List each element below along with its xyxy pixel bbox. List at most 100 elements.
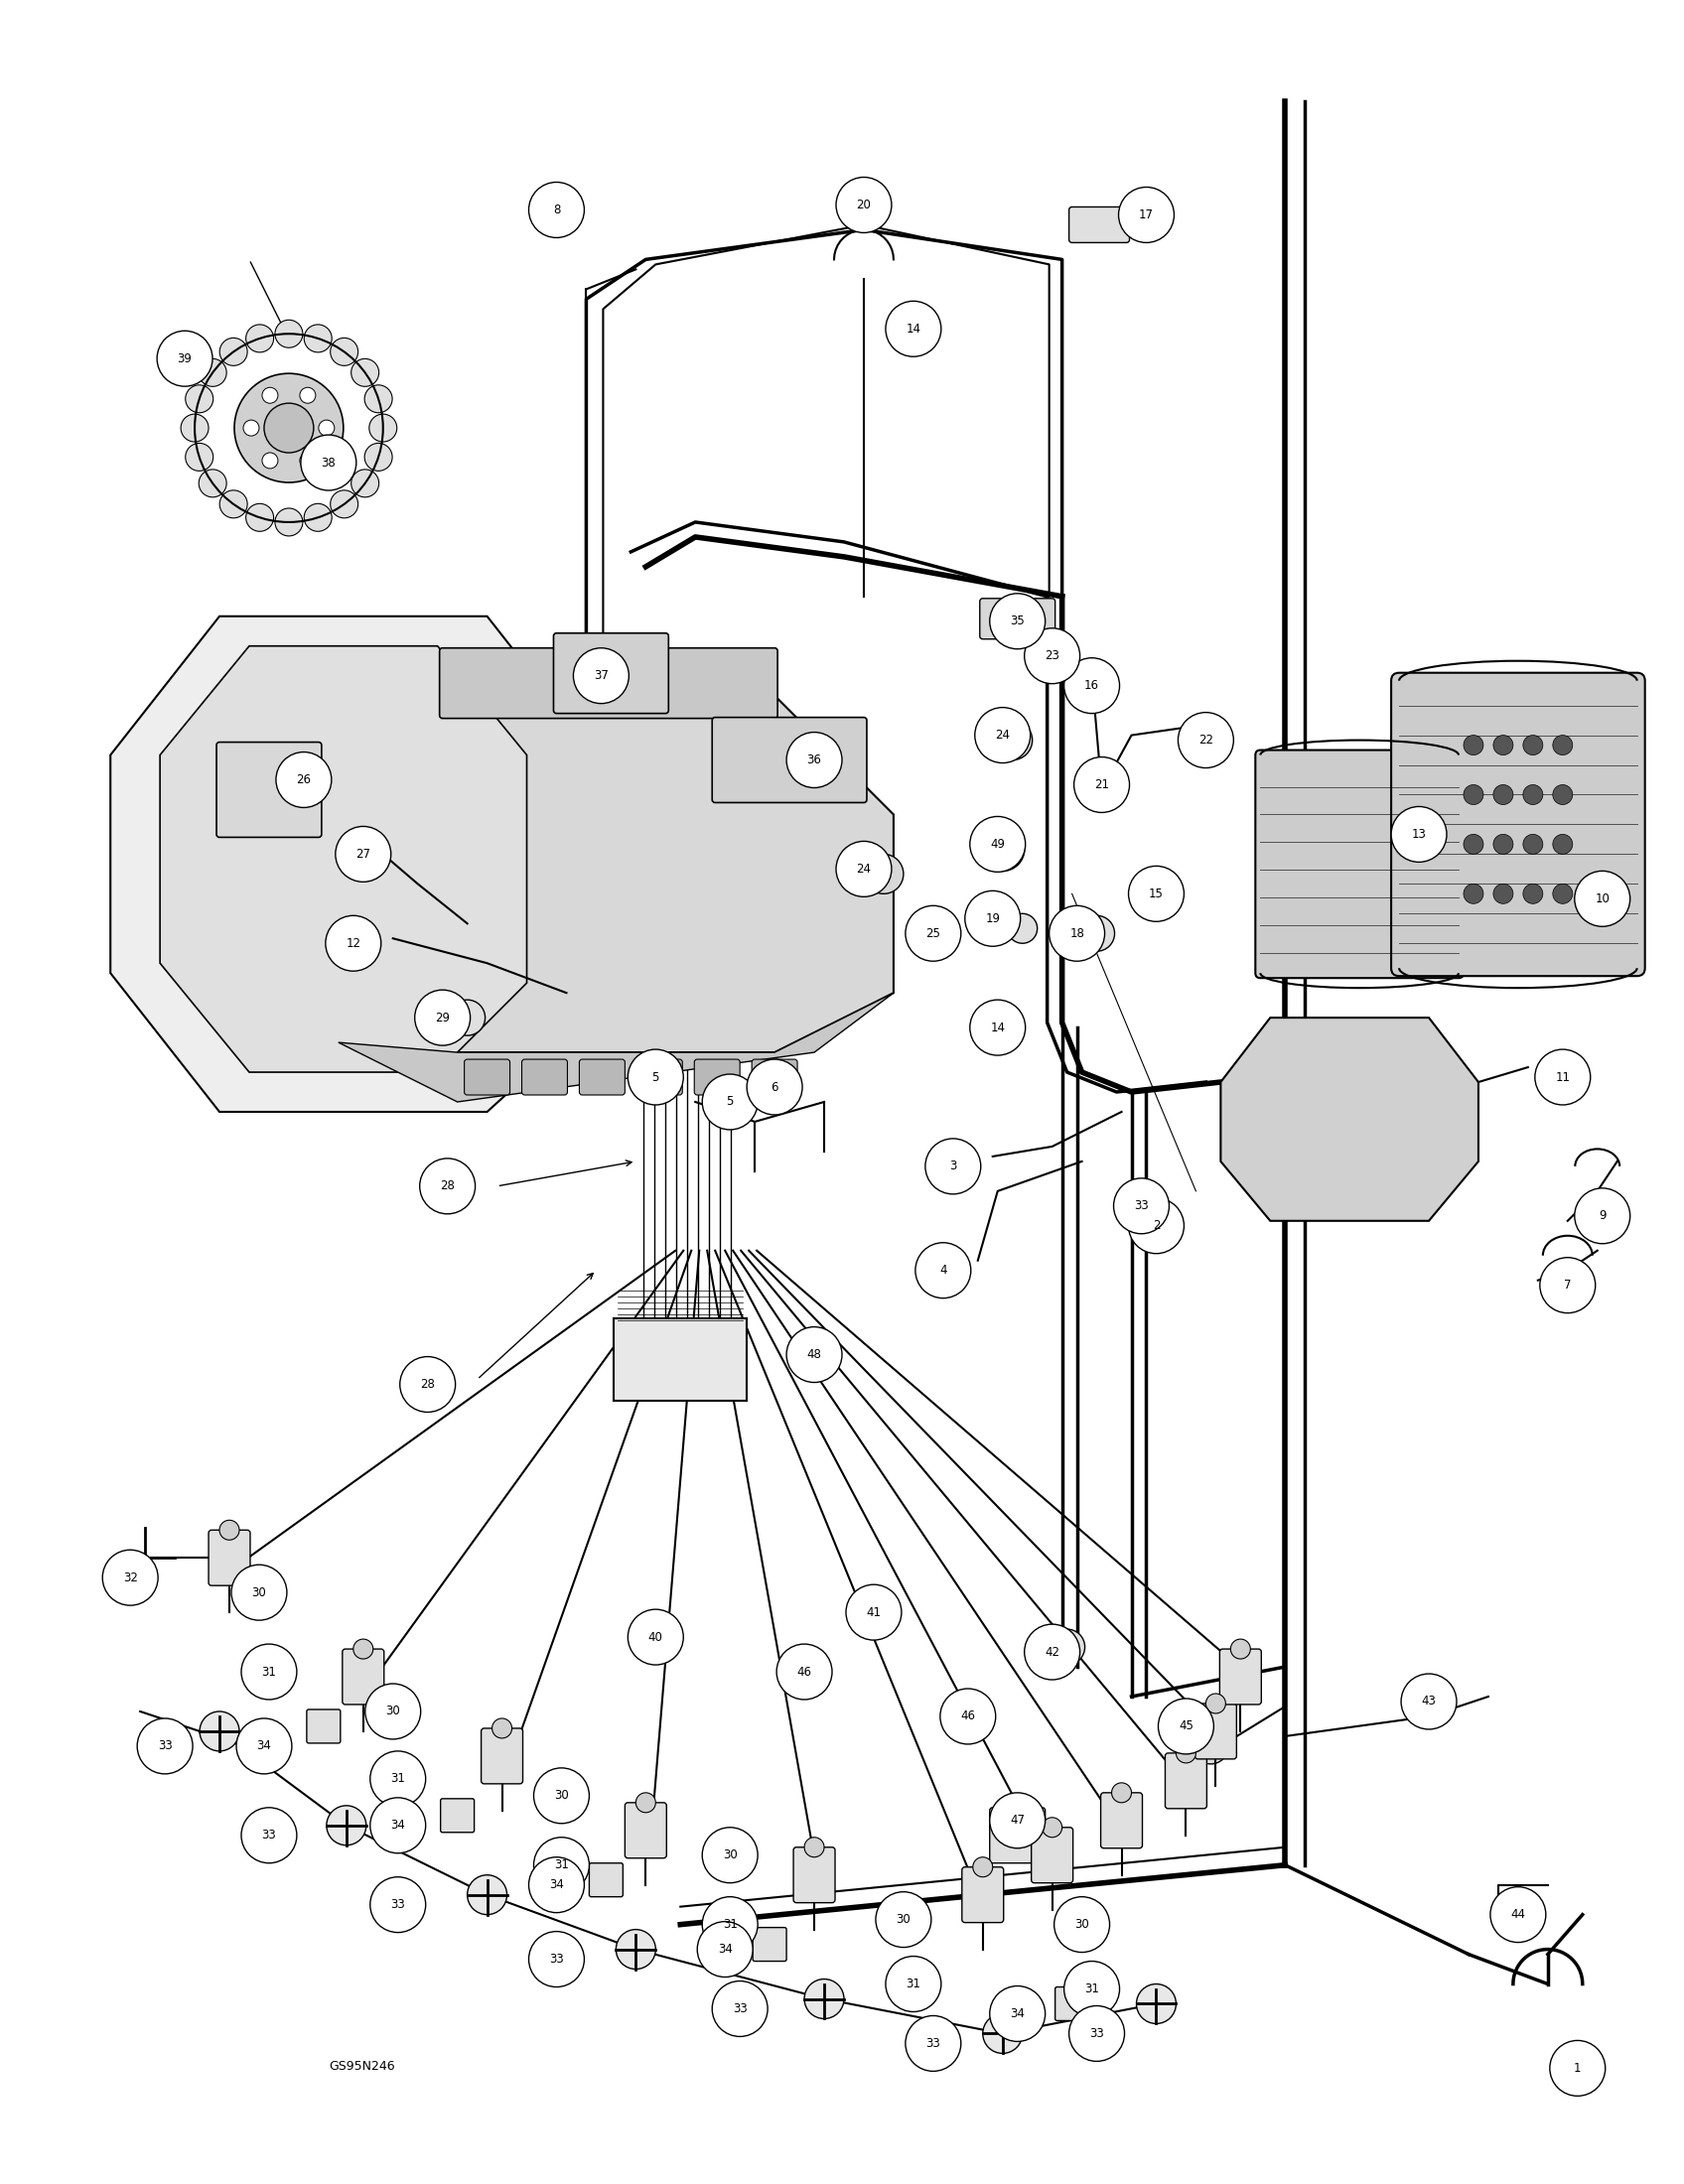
Text: 39: 39 bbox=[177, 352, 192, 365]
Text: 19: 19 bbox=[985, 913, 1000, 926]
Circle shape bbox=[219, 489, 248, 518]
Circle shape bbox=[697, 1922, 753, 1977]
Text: 28: 28 bbox=[440, 1179, 455, 1192]
Circle shape bbox=[975, 708, 1031, 762]
Circle shape bbox=[330, 339, 359, 365]
Circle shape bbox=[1111, 1782, 1132, 1802]
FancyBboxPatch shape bbox=[1165, 1754, 1207, 1808]
Text: 8: 8 bbox=[552, 203, 561, 216]
Text: 36: 36 bbox=[807, 753, 822, 767]
Text: 30: 30 bbox=[896, 1913, 911, 1926]
Circle shape bbox=[798, 1658, 827, 1686]
Circle shape bbox=[1490, 1887, 1546, 1942]
FancyBboxPatch shape bbox=[306, 1710, 340, 1743]
Circle shape bbox=[876, 1891, 931, 1948]
Circle shape bbox=[990, 1985, 1046, 2042]
Circle shape bbox=[1042, 1817, 1063, 1837]
Text: 31: 31 bbox=[554, 1859, 569, 1872]
Circle shape bbox=[364, 443, 392, 472]
Circle shape bbox=[990, 594, 1046, 649]
FancyBboxPatch shape bbox=[694, 1059, 739, 1094]
FancyBboxPatch shape bbox=[579, 1059, 625, 1094]
Text: 38: 38 bbox=[322, 456, 335, 470]
Circle shape bbox=[318, 419, 335, 437]
Text: 28: 28 bbox=[421, 1378, 434, 1391]
Circle shape bbox=[241, 1645, 296, 1699]
Circle shape bbox=[1494, 885, 1514, 904]
Circle shape bbox=[1575, 871, 1630, 926]
Text: 30: 30 bbox=[554, 1789, 569, 1802]
Text: 30: 30 bbox=[386, 1706, 401, 1719]
Circle shape bbox=[1463, 885, 1484, 904]
Circle shape bbox=[1049, 1629, 1084, 1664]
Circle shape bbox=[352, 470, 379, 498]
Text: 31: 31 bbox=[906, 1977, 921, 1990]
FancyBboxPatch shape bbox=[440, 649, 778, 719]
Text: 13: 13 bbox=[1411, 828, 1426, 841]
Text: 24: 24 bbox=[857, 863, 871, 876]
Circle shape bbox=[399, 1356, 455, 1413]
FancyBboxPatch shape bbox=[217, 743, 322, 836]
Text: 27: 27 bbox=[355, 847, 370, 860]
Text: 44: 44 bbox=[1511, 1909, 1526, 1922]
Circle shape bbox=[1007, 913, 1037, 943]
Circle shape bbox=[274, 509, 303, 535]
Circle shape bbox=[973, 1856, 992, 1876]
FancyBboxPatch shape bbox=[1031, 1828, 1073, 1883]
Circle shape bbox=[886, 301, 941, 356]
Text: 30: 30 bbox=[722, 1848, 738, 1861]
Circle shape bbox=[702, 1075, 758, 1129]
Text: 33: 33 bbox=[733, 2003, 748, 2016]
Circle shape bbox=[638, 1614, 674, 1649]
Circle shape bbox=[1069, 2005, 1125, 2062]
Text: 46: 46 bbox=[797, 1666, 812, 1677]
FancyBboxPatch shape bbox=[990, 1808, 1046, 1863]
Circle shape bbox=[370, 1797, 426, 1854]
Text: 4: 4 bbox=[940, 1265, 946, 1278]
Circle shape bbox=[702, 1828, 758, 1883]
FancyBboxPatch shape bbox=[522, 1059, 568, 1094]
Circle shape bbox=[219, 1520, 239, 1540]
Circle shape bbox=[1192, 1728, 1229, 1765]
Text: 47: 47 bbox=[1010, 1815, 1026, 1826]
Circle shape bbox=[1553, 736, 1573, 756]
Text: 12: 12 bbox=[345, 937, 360, 950]
Circle shape bbox=[1179, 712, 1234, 769]
Circle shape bbox=[330, 489, 359, 518]
FancyBboxPatch shape bbox=[753, 1928, 786, 1961]
Text: 45: 45 bbox=[1179, 1719, 1194, 1732]
FancyBboxPatch shape bbox=[625, 1802, 667, 1859]
Text: 22: 22 bbox=[1199, 734, 1212, 747]
Circle shape bbox=[300, 387, 315, 404]
Circle shape bbox=[263, 387, 278, 404]
Circle shape bbox=[805, 1837, 823, 1856]
Circle shape bbox=[1553, 834, 1573, 854]
Circle shape bbox=[199, 358, 227, 387]
Circle shape bbox=[157, 330, 212, 387]
Circle shape bbox=[200, 1712, 239, 1752]
Text: 17: 17 bbox=[1138, 207, 1154, 221]
Circle shape bbox=[274, 319, 303, 347]
Polygon shape bbox=[160, 646, 527, 1072]
FancyBboxPatch shape bbox=[465, 1059, 510, 1094]
Text: 42: 42 bbox=[1044, 1645, 1059, 1658]
Circle shape bbox=[231, 1564, 286, 1621]
Text: 26: 26 bbox=[296, 773, 312, 786]
Circle shape bbox=[300, 452, 315, 470]
Text: 20: 20 bbox=[857, 199, 871, 212]
Circle shape bbox=[1522, 784, 1543, 804]
Circle shape bbox=[492, 1719, 512, 1738]
Polygon shape bbox=[338, 695, 894, 1053]
Text: 32: 32 bbox=[123, 1570, 138, 1583]
Circle shape bbox=[370, 1752, 426, 1806]
Circle shape bbox=[573, 649, 628, 703]
Circle shape bbox=[327, 1806, 365, 1845]
Circle shape bbox=[241, 1808, 296, 1863]
FancyBboxPatch shape bbox=[793, 1848, 835, 1902]
Circle shape bbox=[916, 1243, 972, 1297]
Circle shape bbox=[776, 1645, 832, 1699]
Circle shape bbox=[185, 384, 214, 413]
Circle shape bbox=[370, 1876, 426, 1933]
Circle shape bbox=[263, 452, 278, 470]
FancyBboxPatch shape bbox=[1069, 207, 1130, 242]
